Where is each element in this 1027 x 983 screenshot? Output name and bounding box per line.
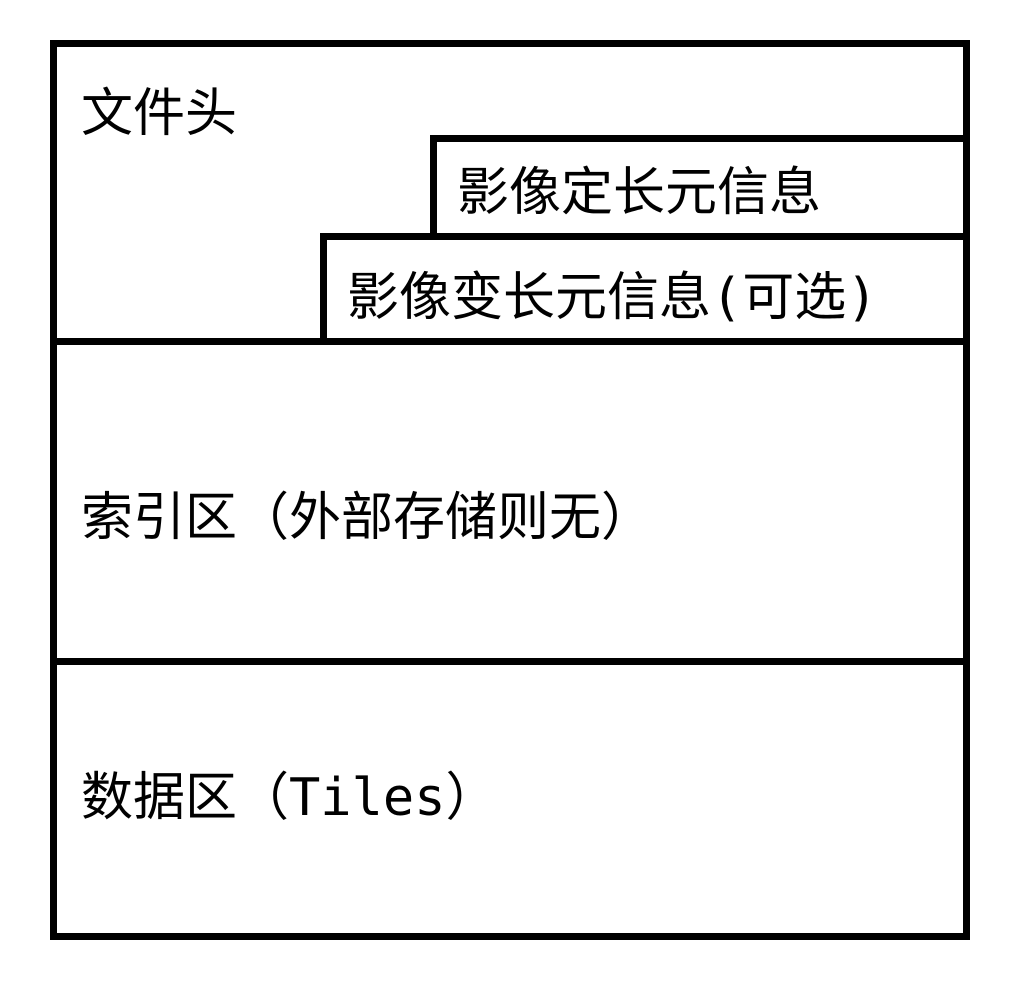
- file-structure-diagram: 文件头 影像定长元信息 影像变长元信息(可选) 索引区（外部存储则无） 数据区（…: [20, 20, 1000, 960]
- variable-length-meta-box: 影像变长元信息(可选): [320, 233, 970, 345]
- outer-container: 文件头 影像定长元信息 影像变长元信息(可选) 索引区（外部存储则无） 数据区（…: [50, 40, 970, 940]
- variable-length-meta-label: 影像变长元信息(可选): [347, 255, 878, 330]
- file-header-section: 文件头 影像定长元信息 影像变长元信息(可选): [57, 47, 963, 345]
- fixed-length-meta-label: 影像定长元信息: [457, 150, 821, 225]
- data-section: 数据区（Tiles）: [57, 665, 963, 925]
- index-section: 索引区（外部存储则无）: [57, 345, 963, 665]
- file-header-label: 文件头: [81, 71, 237, 146]
- fixed-length-meta-box: 影像定长元信息: [430, 135, 970, 240]
- data-section-label: 数据区（Tiles）: [81, 755, 498, 830]
- index-section-label: 索引区（外部存储则无）: [81, 475, 653, 550]
